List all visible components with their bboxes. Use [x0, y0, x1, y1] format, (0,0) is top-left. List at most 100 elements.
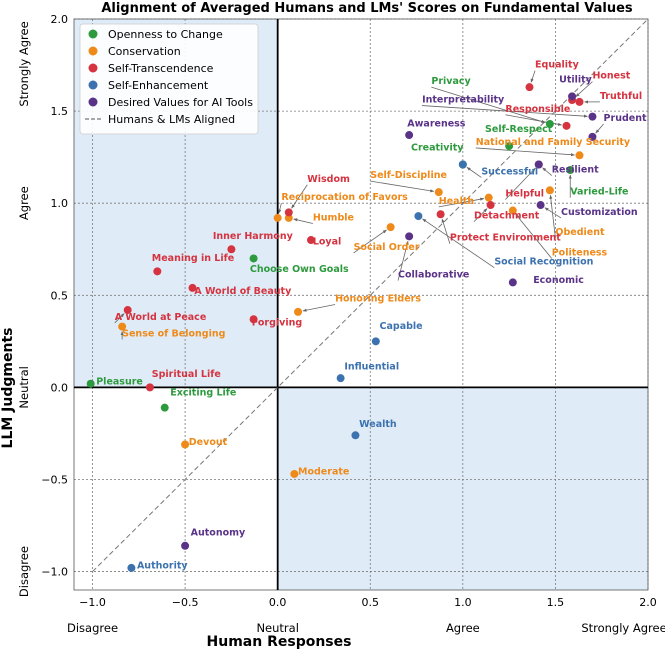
label-transcendence-13: Honest	[592, 71, 630, 82]
x-tick-0: −1.0	[79, 596, 106, 609]
point-desired-2	[508, 278, 517, 287]
arrow-conservation-8	[438, 197, 485, 208]
label-transcendence-10: Helpful	[505, 189, 544, 200]
chart-title: Alignment of Averaged Humans and LMs' Sc…	[101, 1, 633, 16]
arrow-conservation-11	[475, 147, 575, 157]
legend-label-enhancement: Self-Enhancement	[108, 79, 209, 92]
arrow-enhancement-5	[466, 167, 482, 178]
legend-marker-enhancement	[88, 80, 98, 90]
label-enhancement-4: Social Recognition	[494, 257, 593, 268]
label-desired-3: Customization	[561, 207, 638, 218]
point-enhancement-4	[414, 212, 423, 221]
label-transcendence-7: Loyal	[313, 236, 341, 247]
point-desired-0	[181, 541, 190, 550]
label-enhancement-5: Successful	[481, 166, 538, 177]
point-desired-4	[534, 160, 543, 169]
x-category-1: Neutral	[256, 621, 298, 635]
label-transcendence-0: A World at Peace	[115, 312, 207, 323]
point-conservation-3	[294, 307, 303, 316]
point-openness-6	[566, 166, 575, 175]
point-desired-3	[536, 201, 545, 210]
point-openness-5	[545, 119, 554, 128]
legend-box	[79, 23, 259, 135]
legend-label-aligned: Humans & LMs Aligned	[108, 113, 235, 126]
label-transcendence-9: Detachment	[474, 211, 540, 222]
legend-marker-transcendence	[88, 63, 98, 73]
point-transcendence-6	[284, 208, 293, 217]
x-category-2: Agree	[446, 621, 480, 635]
point-conservation-1	[181, 440, 190, 449]
label-enhancement-0: Authority	[137, 561, 188, 572]
point-conservation-11	[575, 151, 584, 160]
point-transcendence-3	[188, 283, 197, 292]
label-desired-5: Awareness	[407, 119, 466, 130]
aligned-line	[92, 18, 649, 572]
y-tick-2: 0.0	[51, 381, 69, 394]
arrow-conservation-5	[370, 180, 435, 193]
x-axis-label: Human Responses	[207, 634, 352, 650]
point-transcendence-0	[123, 306, 132, 315]
arrow-desired-3	[544, 207, 562, 219]
point-enhancement-1	[351, 431, 360, 440]
label-desired-8: Prudent	[604, 113, 647, 124]
y-category-2: Agree	[17, 186, 31, 220]
label-transcendence-4: Inner Harmony	[213, 231, 294, 242]
point-openness-1	[160, 403, 169, 412]
y-tick-5: 1.5	[51, 105, 69, 118]
label-conservation-8: Health	[439, 196, 475, 207]
y-tick-6: 2.0	[51, 13, 69, 26]
arrow-transcendence-8	[441, 218, 451, 244]
point-enhancement-2	[336, 374, 345, 383]
arrow-transcendence-6	[291, 184, 308, 209]
point-conservation-5	[434, 188, 443, 197]
point-enhancement-0	[127, 563, 136, 572]
y-tick-1: −0.5	[41, 473, 68, 486]
label-openness-5: Privacy	[431, 76, 471, 87]
label-openness-4: Self-Respect	[485, 124, 553, 135]
label-transcendence-1: Spiritual Life	[152, 369, 221, 380]
y-tick-4: 1.0	[51, 197, 69, 210]
arrow-conservation-9	[549, 194, 556, 239]
x-tick-3: 0.5	[362, 596, 380, 609]
arrow-desired-1	[397, 240, 409, 281]
label-transcendence-3: A World of Beauty	[194, 286, 292, 297]
point-conservation-8	[484, 193, 493, 202]
arrow-transcendence-13	[575, 81, 593, 97]
label-conservation-4: Social Order	[354, 242, 420, 253]
point-openness-2	[249, 254, 258, 263]
label-openness-1: Exciting Life	[170, 387, 236, 398]
label-transcendence-6: Wisdom	[307, 174, 350, 185]
label-desired-6: Interpretability	[422, 95, 505, 106]
arrow-enhancement-4	[422, 218, 495, 268]
legend-label-transcendence: Self-Transcendence	[108, 62, 214, 75]
point-transcendence-1	[145, 383, 154, 392]
arrow-conservation-6	[278, 203, 282, 214]
legend-label-desired: Desired Values for AI Tools	[108, 96, 253, 109]
point-conservation-2	[290, 469, 299, 478]
arrow-transcendence-10	[505, 167, 536, 200]
label-openness-0: Pleasure	[96, 376, 143, 387]
label-transcendence-11: Responsible	[505, 104, 570, 115]
label-desired-7: Utility	[559, 74, 593, 85]
label-conservation-2: Moderate	[298, 467, 349, 478]
point-conservation-7	[284, 213, 293, 222]
y-tick-3: 0.5	[51, 289, 69, 302]
label-enhancement-1: Wealth	[359, 419, 397, 430]
label-enhancement-3: Capable	[380, 321, 423, 332]
legend-label-conservation: Conservation	[108, 45, 181, 58]
x-tick-1: −0.5	[172, 596, 199, 609]
arrow-desired-6	[422, 105, 588, 118]
arrow-openness-5	[431, 86, 546, 123]
arrow-desired-4	[542, 167, 552, 176]
legend-marker-openness	[88, 29, 98, 39]
label-conservation-10: Politeness	[552, 247, 608, 258]
point-transcendence-9	[486, 201, 495, 210]
point-conservation-4	[386, 223, 395, 232]
point-transcendence-5	[249, 315, 258, 324]
category-labels: Disagree Neutral Agree Strongly Agree Disagr…	[17, 21, 665, 635]
label-transcendence-12: Equality	[535, 60, 580, 71]
label-conservation-11: National and Family Security	[476, 137, 631, 148]
label-conservation-1: Devout	[189, 437, 228, 448]
label-desired-1: Collaborative	[398, 270, 469, 281]
